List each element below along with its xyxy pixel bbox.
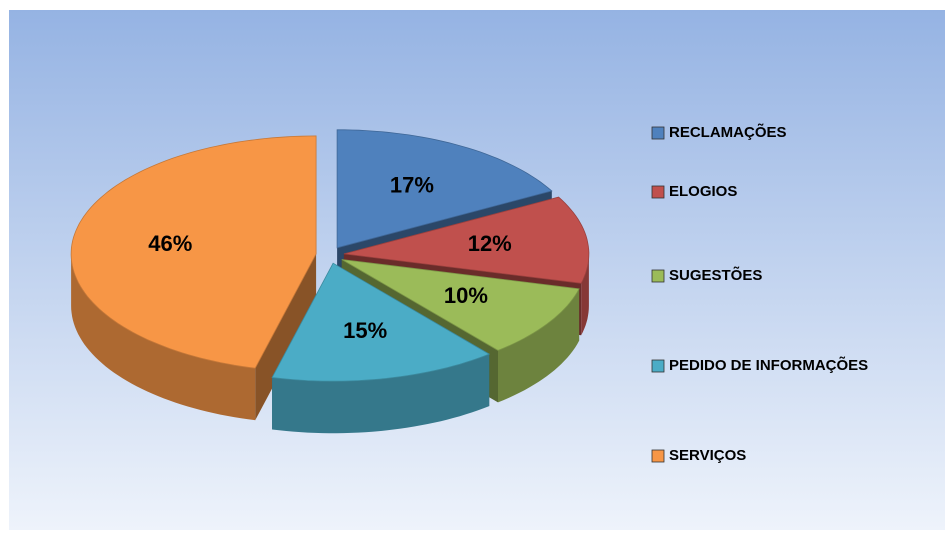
slice-side <box>581 253 589 336</box>
data-label: 10% <box>444 283 488 308</box>
legend-swatch <box>651 269 665 283</box>
legend-label: RECLAMAÇÕES <box>669 123 787 141</box>
slice <box>70 135 317 369</box>
slice-side <box>71 253 256 421</box>
legend-swatch <box>651 449 665 463</box>
slice-side <box>272 354 490 434</box>
data-label: 46% <box>148 231 192 256</box>
slice <box>271 262 491 382</box>
data-label: 15% <box>343 318 387 343</box>
legend-label: SERVIÇOS <box>669 447 746 464</box>
data-label: 12% <box>468 231 512 256</box>
legend-swatch <box>651 126 665 140</box>
data-label: 17% <box>390 173 434 198</box>
legend: RECLAMAÇÕES ELOGIOS SUGESTÕES PEDIDO DE INF… <box>651 123 868 464</box>
pie: 17% 12% 10% 15% 46% <box>70 129 590 434</box>
slice <box>336 129 553 249</box>
slice-side <box>255 253 317 421</box>
slice-side <box>498 288 580 403</box>
slice <box>343 196 590 284</box>
legend-swatch <box>651 185 665 199</box>
slice <box>341 259 580 351</box>
legend-label: SUGESTÕES <box>669 266 762 284</box>
legend-label: ELOGIOS <box>669 183 737 200</box>
legend-label: PEDIDO DE INFORMAÇÕES <box>669 356 868 374</box>
legend-swatch <box>651 359 665 373</box>
